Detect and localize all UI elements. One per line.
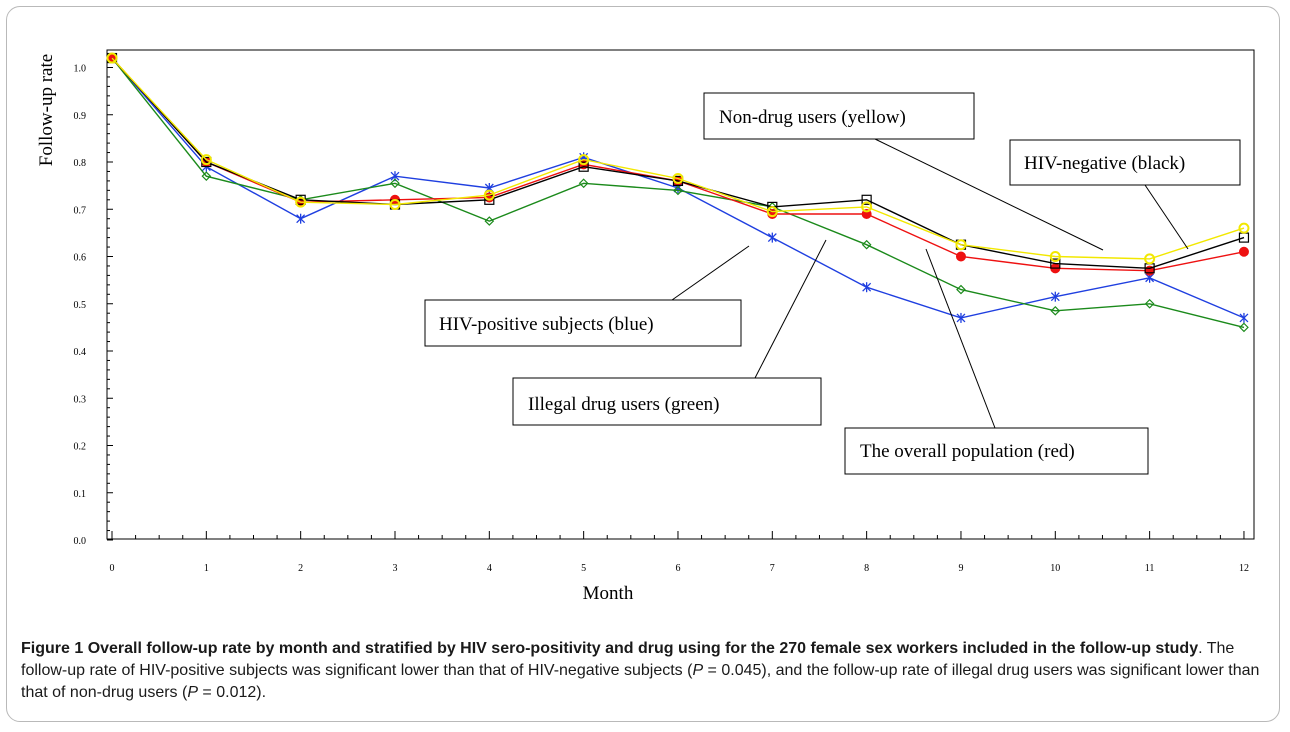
callout-overall: The overall population (red) — [844, 427, 1149, 475]
data-point — [1239, 312, 1249, 323]
data-point — [673, 185, 683, 196]
series-line — [111, 57, 1245, 270]
data-point — [956, 312, 966, 323]
data-point — [578, 178, 589, 189]
x-tick-label: 4 — [487, 563, 492, 574]
data-point — [1144, 298, 1155, 309]
caption-title: Overall follow-up rate by month and stra… — [87, 640, 1199, 657]
callout-drug-text: Illegal drug users (green) — [528, 394, 720, 415]
y-tick-label: 0.4 — [74, 347, 87, 358]
y-tick-label: 0.7 — [74, 205, 87, 216]
y-tick-label: 0.6 — [74, 253, 87, 264]
series-0 — [107, 53, 1249, 323]
x-tick-label: 8 — [864, 563, 869, 574]
data-point — [861, 201, 873, 213]
callout-overall-text: The overall population (red) — [860, 441, 1075, 462]
x-tick-label: 3 — [392, 563, 397, 574]
data-point — [862, 282, 872, 293]
leader-line-nondrug — [874, 138, 1104, 251]
figure-caption: Figure 1 Overall follow-up rate by month… — [21, 638, 1269, 704]
data-point — [767, 232, 777, 243]
series-4 — [106, 52, 1250, 265]
data-point — [956, 284, 966, 295]
data-point — [1049, 251, 1061, 262]
caption-p-symbol-2: P — [187, 684, 198, 701]
y-tick-label: 0.0 — [74, 536, 87, 547]
data-point — [1238, 246, 1249, 257]
x-tick-label: 5 — [581, 563, 586, 574]
callout-leader-lines — [671, 138, 1189, 429]
data-point — [106, 52, 118, 64]
data-point — [390, 178, 400, 189]
data-point — [389, 199, 401, 211]
caption-text-1: . The follow-up rate of HIV-positive sub… — [21, 640, 1235, 679]
caption-p-symbol-1: P — [692, 662, 704, 679]
callout-nondrug: Non-drug users (yellow) — [703, 92, 975, 140]
y-tick-label: 0.8 — [74, 158, 87, 169]
x-axis: 0 1 2 3 4 5 6 7 8 9 10 11 12 — [110, 531, 1249, 574]
caption-figure-label: Figure 1 — [21, 640, 84, 657]
x-tick-label: 10 — [1050, 563, 1060, 574]
x-tick-label: 11 — [1145, 563, 1155, 574]
data-point — [1050, 305, 1061, 316]
data-point — [672, 173, 684, 185]
y-tick-label: 0.5 — [74, 300, 87, 311]
data-point — [766, 206, 778, 218]
data-point — [1239, 322, 1249, 333]
data-point — [955, 239, 967, 251]
y-tick-label: 1.0 — [74, 64, 87, 75]
data-point — [861, 239, 872, 250]
figure-frame — [6, 6, 1280, 722]
data-point — [296, 213, 306, 224]
data-point — [1050, 258, 1061, 269]
caption-p1-value: = 0.045), and the follow-up rate of ille… — [21, 662, 1260, 701]
series-layer — [106, 52, 1250, 333]
data-point — [578, 154, 590, 166]
x-tick-label: 2 — [298, 563, 303, 574]
data-point — [861, 194, 872, 205]
callout-nondrug-text: Non-drug users (yellow) — [719, 107, 906, 128]
data-point — [295, 196, 307, 208]
callout-hivpos: HIV-positive subjects (blue) — [424, 299, 742, 347]
data-point — [1238, 222, 1250, 234]
data-point — [578, 161, 589, 172]
callout-drug: Illegal drug users (green) — [512, 377, 822, 426]
y-axis-title: Follow-up rate — [36, 54, 57, 166]
data-point — [201, 171, 212, 182]
x-tick-label: 9 — [958, 563, 963, 574]
x-tick-label: 12 — [1239, 563, 1249, 574]
callout-hivneg: HIV-negative (black) — [1009, 139, 1241, 186]
data-point — [1144, 253, 1156, 265]
caption-p2-value: = 0.012). — [197, 684, 267, 701]
x-tick-label: 7 — [770, 563, 775, 574]
x-tick-label: 1 — [204, 563, 209, 574]
x-tick-label: 6 — [675, 563, 680, 574]
data-point — [484, 216, 495, 226]
x-tick-label: 0 — [110, 563, 115, 574]
y-tick-label: 0.2 — [74, 442, 87, 453]
x-axis-title: Month — [583, 583, 634, 604]
leader-line-overall — [925, 248, 996, 429]
leader-line-hivpos — [671, 245, 750, 301]
data-point — [1050, 291, 1060, 302]
data-point — [955, 251, 966, 262]
series-line — [111, 57, 1245, 260]
data-point — [200, 154, 212, 166]
y-tick-label: 0.3 — [74, 394, 87, 405]
data-point — [483, 189, 495, 201]
y-tick-label: 0.9 — [74, 111, 87, 122]
leader-line-drug — [754, 239, 827, 379]
leader-line-hivneg — [1144, 184, 1189, 250]
callout-hivneg-text: HIV-negative (black) — [1024, 153, 1185, 174]
y-tick-label: 0.1 — [74, 489, 87, 500]
y-axis: 0.0 0.1 0.2 0.3 0.4 0.5 0.6 0.7 0.8 0.9 1.0 — [74, 64, 113, 547]
callout-hivpos-text: HIV-positive subjects (blue) — [439, 314, 654, 335]
